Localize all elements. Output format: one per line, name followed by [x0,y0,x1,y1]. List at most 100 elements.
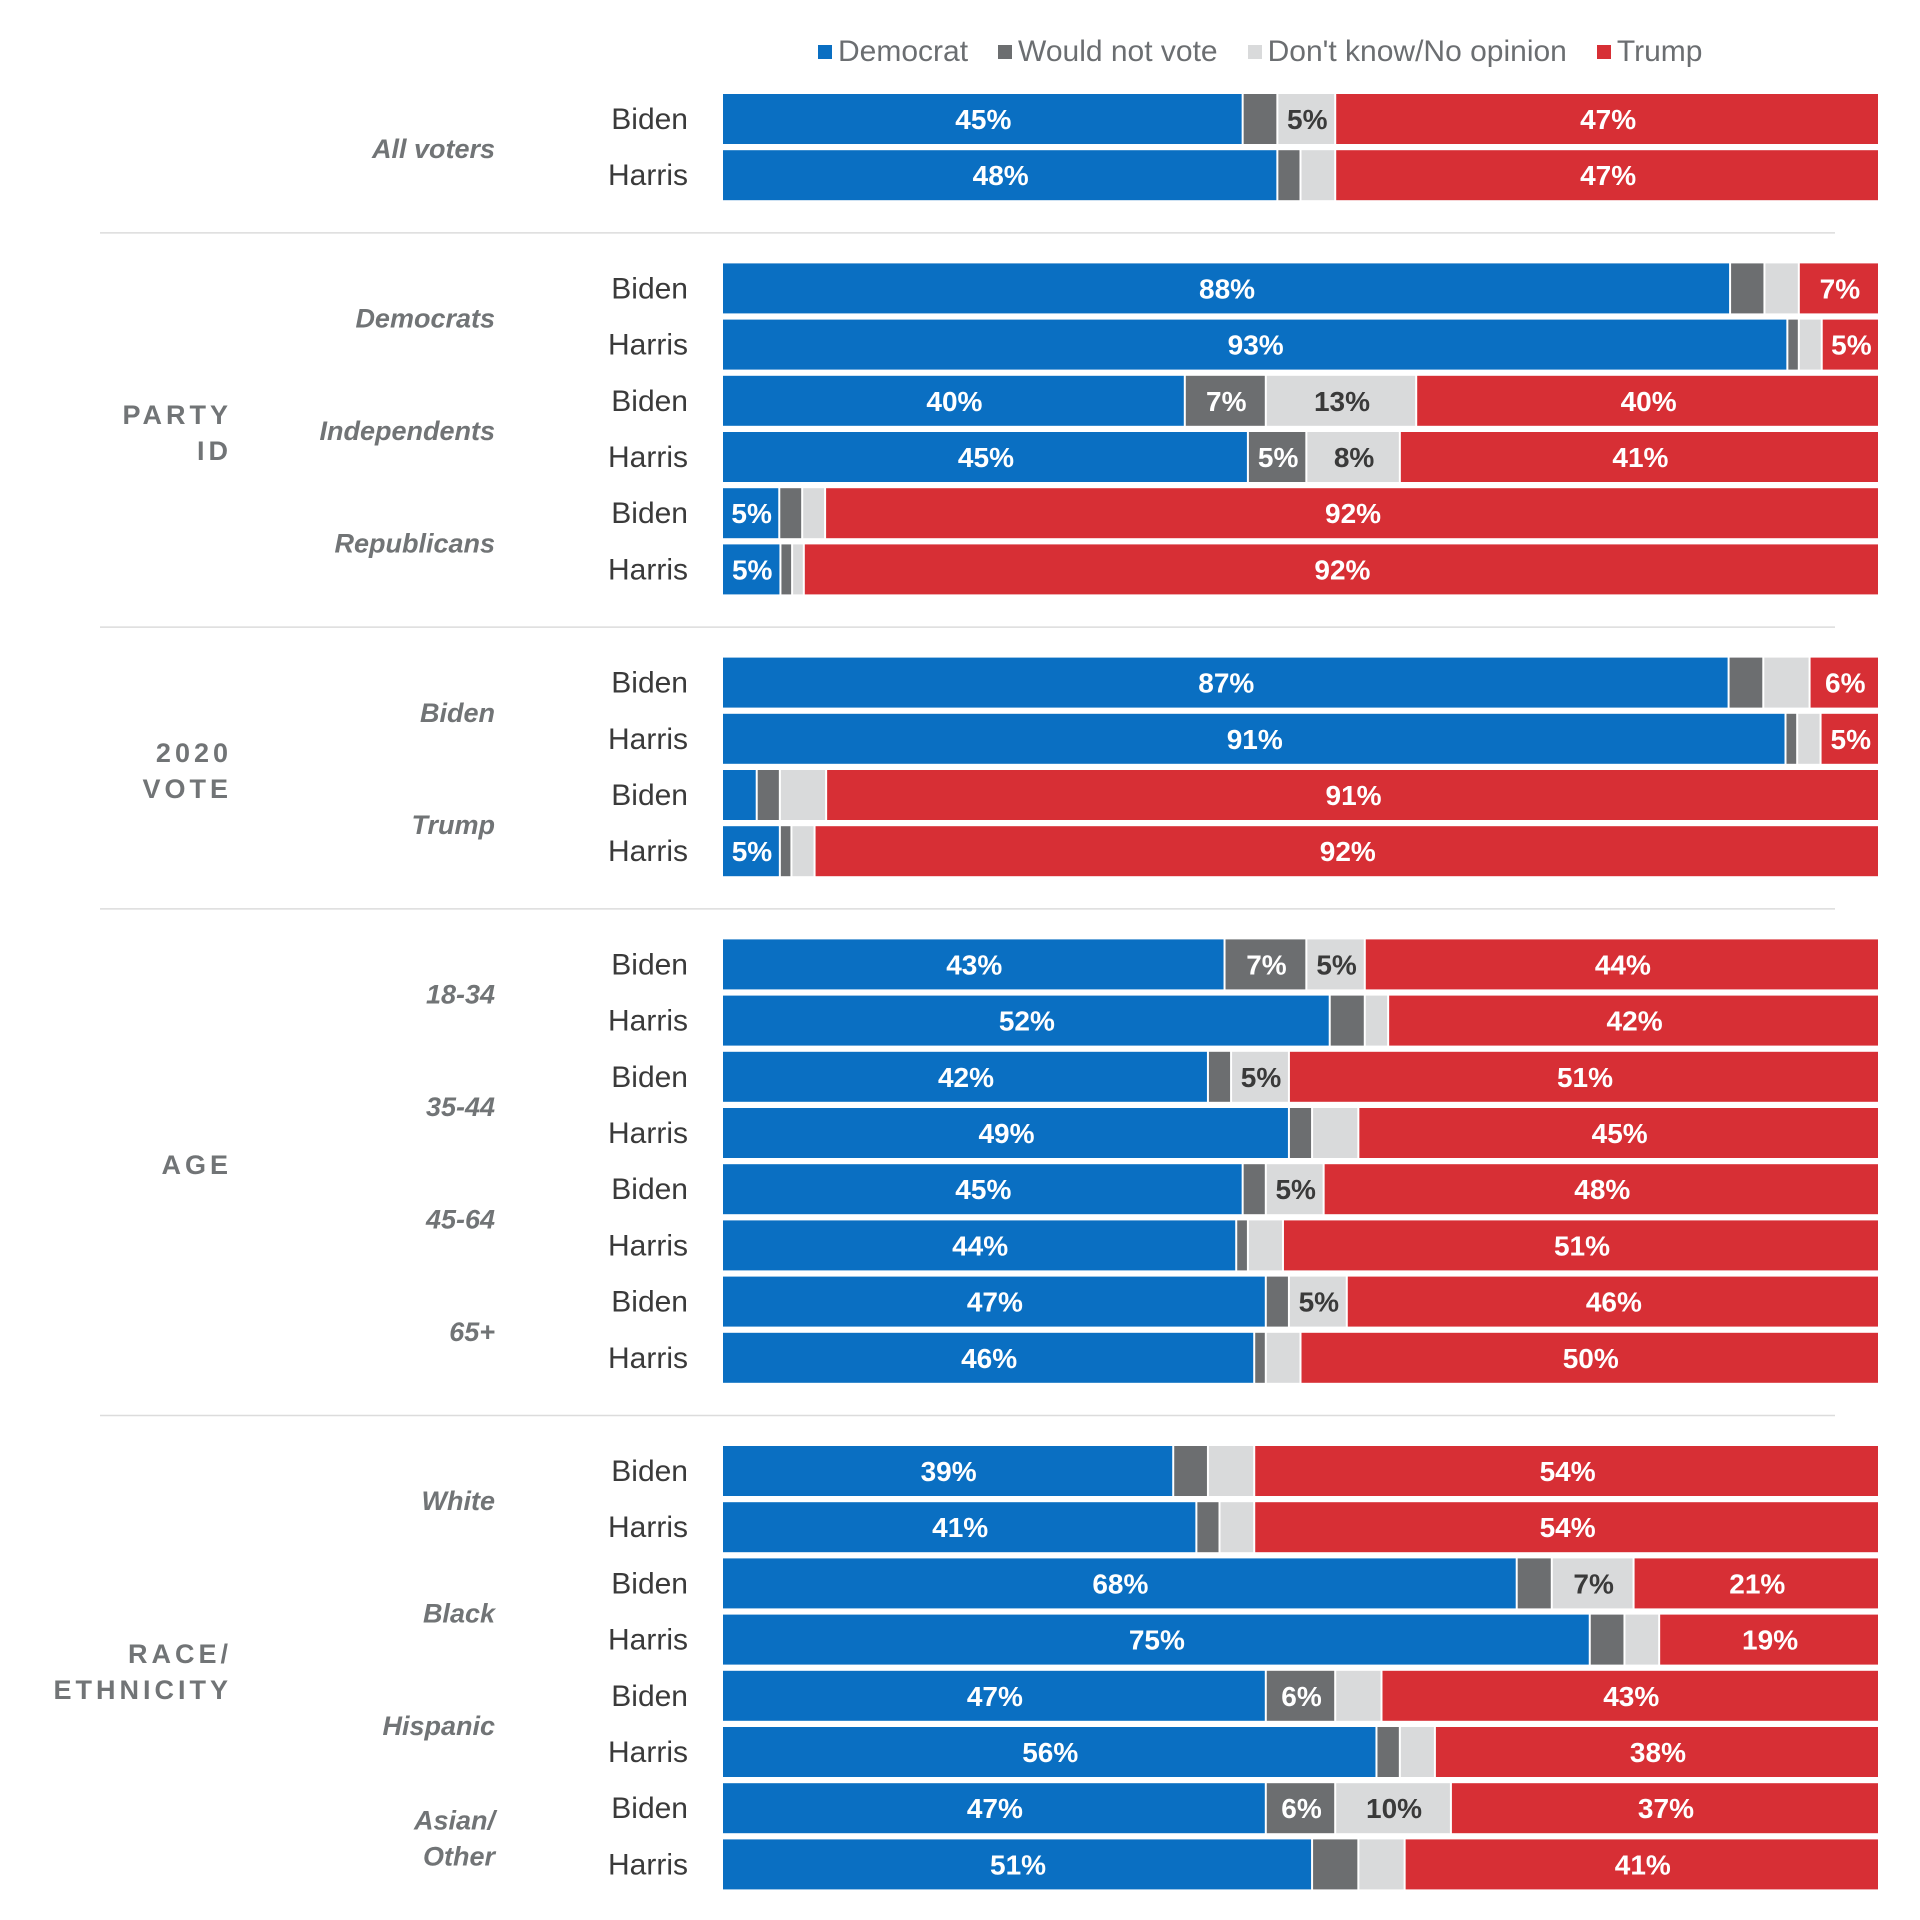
group-label: Democrats [355,304,495,334]
bar-value-label: 19% [1742,1625,1798,1656]
legend-item-would-not-vote: Would not vote [998,35,1218,69]
section-label: PARTY [122,400,232,430]
bar-segment-dk-65-harris [1266,1332,1300,1383]
candidate-label: Biden [611,1792,688,1825]
bar-segment-dem-all-voters-harris [723,150,1277,201]
candidate-label: Harris [608,159,688,192]
candidate-label: Harris [608,1117,688,1150]
bar-segment-trump-independents-harris [1400,432,1878,482]
bar-value-label: 51% [990,1849,1046,1880]
bar-value-label: 41% [1612,442,1668,473]
bar-segment-trump-white-harris [1255,1502,1878,1553]
bar-segment-dem-45-64-harris [723,1220,1236,1271]
bar-segment-trump-45-64-biden [1324,1164,1878,1215]
bar-value-label: 56% [1022,1737,1078,1768]
bar-segment-dk-18-34-harris [1365,995,1388,1046]
bar-value-label: 21% [1729,1568,1785,1599]
bar-segment-wnv-white-harris [1197,1502,1219,1553]
bar-value-label: 47% [1580,104,1636,135]
candidate-label: Biden [611,1173,688,1206]
group-label: Hispanic [382,1711,495,1741]
bar-segment-trump-biden-biden [1810,657,1878,708]
bar-segment-trump-35-44-harris [1359,1108,1878,1158]
section-label: ETHNICITY [53,1675,232,1705]
bar-value-label: 8% [1334,442,1375,473]
bar-segment-dem-35-44-biden [723,1051,1207,1102]
bar-value-label: 41% [1615,1849,1671,1880]
bar-value-label: 13% [1314,386,1370,417]
bar-segment-trump-biden-harris [1821,713,1878,764]
bar-segment-wnv-asian-other-biden [1266,1783,1335,1834]
bar-value-label: 5% [1258,442,1299,473]
bar-value-label: 48% [1574,1174,1630,1205]
bar-value-label: 51% [1554,1230,1610,1261]
bar-value-label: 44% [1595,949,1651,980]
bar-value-label: 5% [1831,724,1872,755]
bar-value-label: 54% [1540,1512,1596,1543]
group-label: All voters [371,134,495,164]
bar-value-label: 10% [1366,1793,1422,1824]
bar-segment-trump-18-34-biden [1365,939,1878,990]
bar-value-label: 7% [1246,949,1287,980]
bar-value-label: 46% [1586,1287,1642,1318]
bar-segment-wnv-65-harris [1255,1332,1265,1383]
candidate-label: Harris [608,329,688,362]
bar-segment-dk-35-44-harris [1313,1108,1358,1158]
legend-label-democrat: Democrat [838,35,969,68]
bar-segment-dk-biden-harris [1798,713,1820,764]
group-label: 35-44 [426,1092,495,1122]
bar-value-label: 5% [1275,1174,1316,1205]
bar-value-label: 68% [1092,1568,1148,1599]
bar-segment-dk-republicans-biden [803,488,825,539]
bar-value-label: 75% [1129,1625,1185,1656]
group-label: White [422,1486,496,1516]
bar-segment-wnv-independents-harris [1248,432,1306,482]
candidate-label: Harris [608,1624,688,1657]
bar-segment-dem-18-34-harris [723,995,1329,1046]
candidate-label: Harris [608,553,688,586]
group-label: 18-34 [426,980,495,1010]
bar-segment-trump-black-biden [1634,1558,1878,1609]
bar-value-label: 42% [938,1062,994,1093]
bar-segment-wnv-all-voters-harris [1278,150,1300,201]
bar-segment-trump-65-harris [1301,1332,1878,1383]
bar-segment-dem-all-voters-biden [723,94,1242,144]
bar-value-label: 50% [1563,1343,1619,1374]
candidate-label: Biden [611,1455,688,1488]
bar-segment-wnv-independents-biden [1185,375,1265,426]
bar-segment-wnv-black-harris [1590,1614,1624,1665]
bar-segment-dk-45-64-harris [1248,1220,1282,1271]
bar-segment-dk-trump-biden [780,770,826,820]
candidate-label: Biden [611,779,688,812]
bar-segment-trump-35-44-biden [1289,1051,1878,1102]
section-label: 2020 [156,738,232,768]
group-label: 45-64 [425,1204,495,1234]
candidate-label: Harris [608,1229,688,1262]
bar-value-label: 45% [955,104,1011,135]
bar-segment-dem-white-biden [723,1446,1173,1496]
bar-value-label: 92% [1325,498,1381,529]
bar-segment-trump-asian-other-harris [1405,1839,1878,1890]
bar-segment-dk-black-harris [1625,1614,1659,1665]
bar-segment-trump-republicans-biden [826,488,1878,539]
group-label: Trump [411,810,495,840]
candidate-label: Harris [608,1848,688,1881]
legend-swatch-democrat [818,45,832,59]
bar-value-label: 37% [1638,1793,1694,1824]
bar-segment-dem-black-harris [723,1614,1589,1665]
bar-segment-dk-hispanic-harris [1400,1727,1434,1777]
bar-segment-wnv-18-34-biden [1225,939,1306,990]
bar-value-label: 5% [1831,330,1872,361]
bar-segment-dk-asian-other-harris [1359,1839,1404,1890]
bar-value-label: 51% [1557,1062,1613,1093]
bar-segment-dem-65-harris [723,1332,1254,1383]
bar-value-label: 87% [1198,668,1254,699]
legend-label-would-not-vote: Would not vote [1018,35,1218,68]
legend-swatch-dont-know [1247,45,1262,59]
bar-segment-wnv-black-biden [1517,1558,1551,1609]
bar-segment-trump-65-biden [1347,1276,1878,1327]
bar-segment-trump-democrats-biden [1799,263,1878,314]
bar-value-label: 91% [1227,724,1283,755]
candidate-label: Harris [608,723,688,756]
legend-swatch-would-not-vote [998,45,1013,59]
